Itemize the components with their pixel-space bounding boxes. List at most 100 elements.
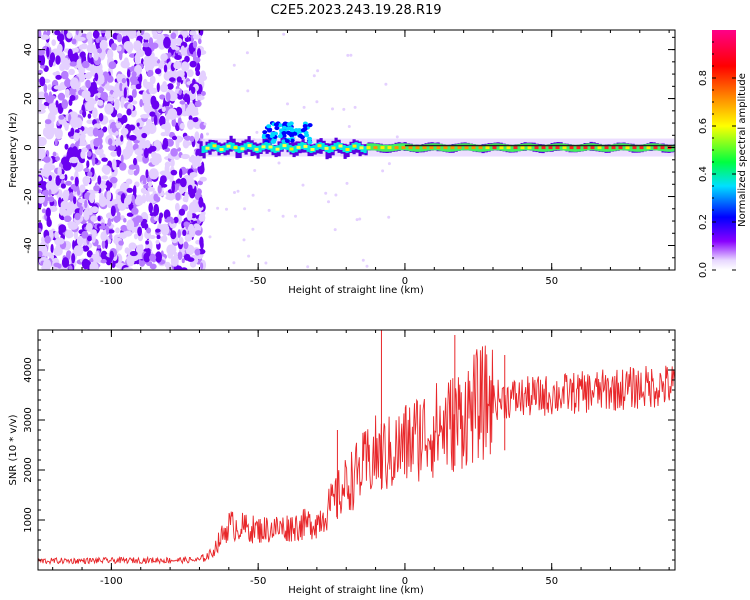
noise-speckle: [120, 134, 124, 142]
noise-speckle: [156, 30, 162, 34]
noise-speckle: [78, 44, 84, 50]
signal-core: [285, 142, 289, 150]
signal-cell: [304, 133, 310, 138]
signal-cell: [293, 128, 299, 133]
signal-core: [411, 144, 415, 152]
noise-speckle: [97, 47, 102, 54]
noise-speckle: [61, 99, 69, 110]
signal-peak: [534, 146, 539, 150]
noise-speckle: [324, 191, 328, 195]
noise-speckle: [141, 218, 148, 224]
x-tick-label: 0: [402, 276, 408, 287]
noise-speckle: [115, 122, 123, 129]
noise-speckle: [251, 227, 255, 231]
noise-speckle: [180, 45, 186, 56]
noise-speckle: [170, 218, 175, 224]
noise-speckle: [38, 227, 42, 234]
colorbar-tick-label: 0.8: [698, 70, 709, 86]
noise-speckle: [45, 182, 51, 191]
noise-speckle: [64, 174, 68, 181]
noise-speckle: [76, 58, 83, 70]
noise-speckle: [90, 215, 98, 222]
noise-speckle: [42, 259, 52, 270]
noise-speckle: [71, 38, 77, 45]
noise-speckle: [192, 117, 199, 123]
signal-peak: [282, 144, 287, 148]
x-tick-label: -50: [250, 576, 266, 587]
noise-speckle: [50, 243, 54, 254]
noise-speckle: [188, 223, 194, 232]
signal-core: [441, 144, 445, 152]
noise-speckle: [101, 165, 111, 174]
signal-peak: [436, 146, 441, 150]
signal-core: [483, 144, 487, 152]
noise-speckle: [192, 51, 197, 60]
noise-speckle: [174, 185, 178, 191]
noise-speckle: [79, 207, 83, 216]
noise-speckle: [182, 196, 188, 203]
noise-speckle: [113, 198, 119, 205]
signal-peak: [597, 146, 602, 150]
noise-speckle: [110, 90, 114, 95]
signal-core: [525, 143, 529, 151]
noise-speckle: [79, 184, 86, 193]
noise-speckle: [106, 182, 113, 189]
signal-peak: [548, 146, 553, 150]
noise-speckle: [131, 194, 135, 204]
noise-speckle: [87, 113, 92, 119]
noise-speckle: [41, 208, 47, 214]
noise-speckle: [149, 212, 157, 217]
signal-core: [621, 143, 625, 151]
noise-speckle: [327, 200, 330, 204]
noise-speckle: [45, 207, 51, 218]
noise-speckle: [129, 75, 138, 84]
noise-speckle: [387, 162, 391, 166]
noise-speckle: [233, 191, 236, 194]
noise-speckle: [100, 231, 108, 242]
noise-speckle: [156, 234, 161, 240]
noise-speckle: [89, 57, 94, 65]
noise-speckle: [331, 107, 334, 111]
noise-speckle: [253, 169, 257, 172]
noise-speckle: [192, 40, 198, 49]
noise-speckle: [109, 250, 114, 261]
noise-speckle: [121, 114, 128, 124]
noise-speckle: [158, 215, 162, 224]
noise-speckle: [333, 228, 337, 232]
noise-speckle: [186, 210, 193, 221]
noise-speckle: [94, 72, 99, 82]
noise-speckle: [175, 37, 183, 46]
noise-speckle: [116, 113, 123, 119]
noise-speckle: [179, 122, 185, 130]
signal-peak: [233, 146, 238, 150]
noise-speckle: [184, 55, 190, 63]
noise-speckle: [151, 30, 157, 36]
signal-peak: [394, 146, 399, 150]
noise-speckle: [44, 119, 52, 125]
spectrogram-x-label: Height of straight line (km): [288, 285, 424, 296]
noise-speckle: [108, 61, 117, 70]
spectrogram-marks: [38, 30, 675, 270]
noise-speckle: [51, 39, 56, 46]
noise-speckle: [133, 40, 142, 52]
noise-speckle: [155, 239, 160, 245]
signal-core: [252, 144, 256, 152]
noise-speckle: [119, 162, 127, 171]
noise-speckle: [38, 189, 43, 194]
noise-speckle: [178, 90, 182, 96]
noise-speckle: [198, 226, 202, 230]
noise-speckle: [127, 145, 133, 157]
noise-speckle: [105, 225, 110, 235]
noise-speckle: [124, 247, 130, 254]
noise-speckle: [44, 127, 55, 140]
colorbar-tick-label: 0.2: [698, 214, 709, 230]
signal-peak: [660, 146, 665, 150]
signal-core: [264, 142, 268, 150]
x-tick-label: -100: [100, 576, 123, 587]
signal-core: [399, 143, 403, 151]
signal-peak: [590, 146, 595, 150]
noise-speckle: [67, 221, 77, 227]
noise-speckle: [85, 222, 93, 232]
noise-speckle: [346, 53, 350, 57]
noise-speckle: [97, 99, 104, 106]
